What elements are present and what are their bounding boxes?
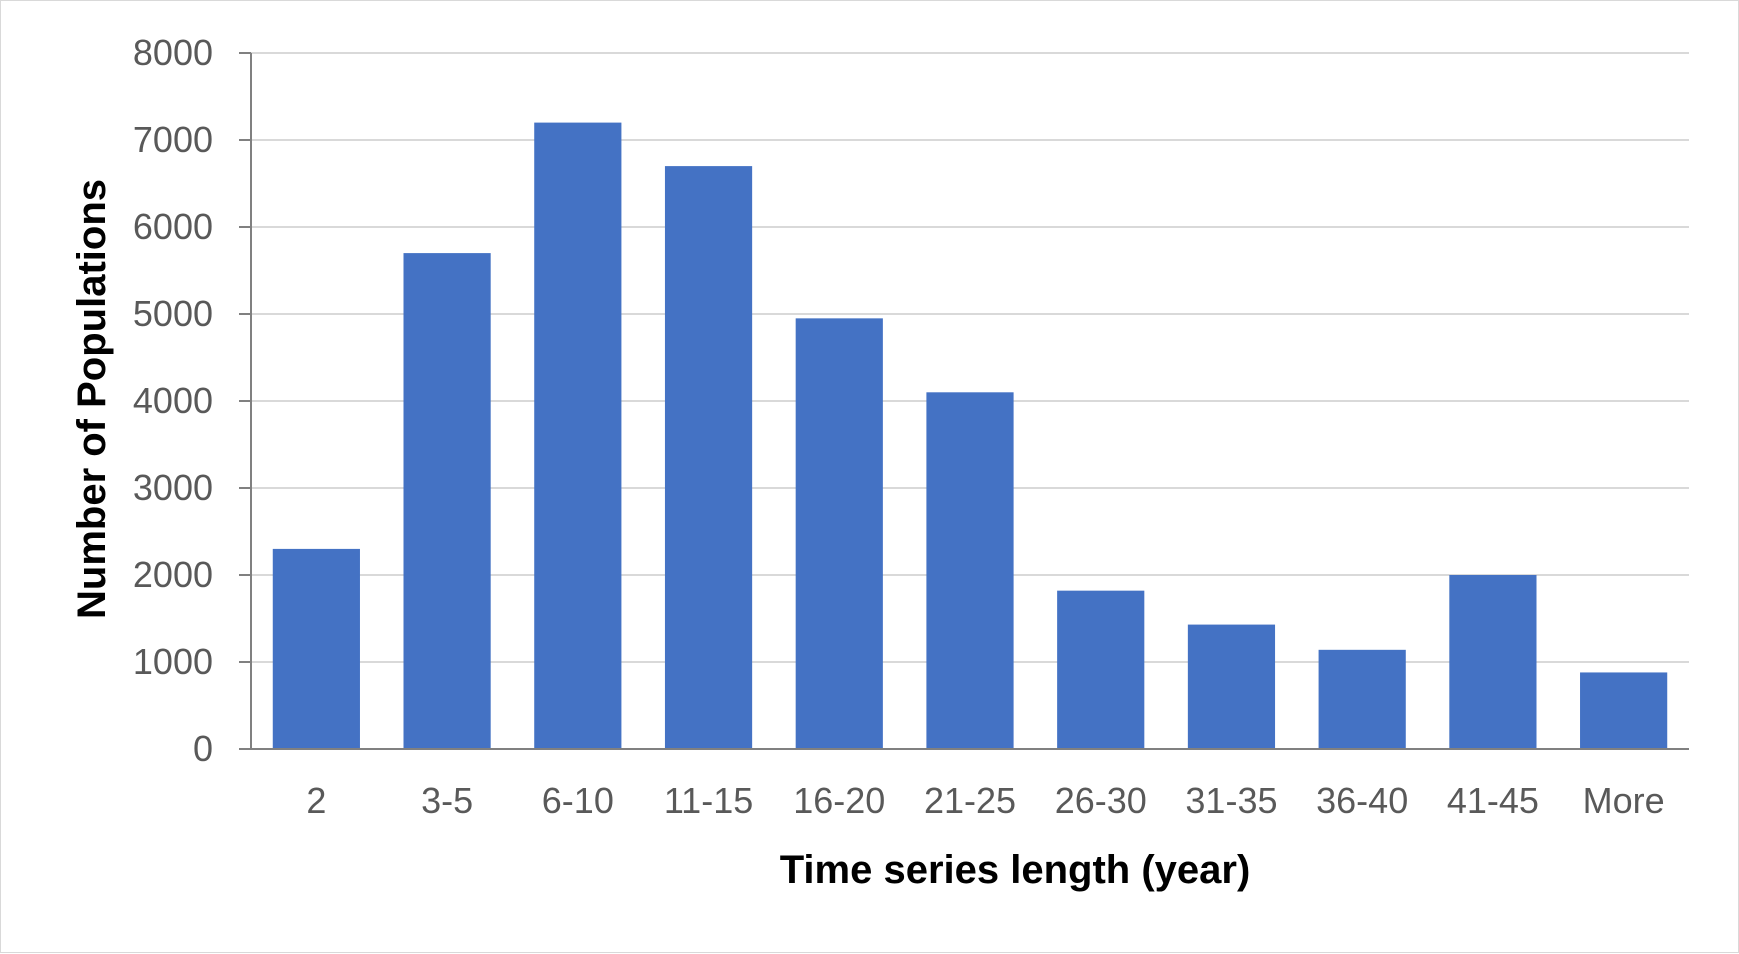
bars xyxy=(272,122,1668,750)
bar-16-20 xyxy=(795,318,883,749)
y-tick-label: 7000 xyxy=(133,119,213,160)
bar-2 xyxy=(272,548,360,749)
bar-21-25 xyxy=(926,392,1014,749)
x-axis-title: Time series length (year) xyxy=(780,848,1251,892)
y-tick-label: 0 xyxy=(193,728,213,769)
x-tick-label: More xyxy=(1583,780,1665,821)
x-tick-labels: 2 3-5 6-10 11-15 16-20 21-25 26-30 31-35 36-40 41… xyxy=(306,780,1664,821)
bar-6-10 xyxy=(534,122,622,750)
bar-36-40 xyxy=(1318,649,1406,749)
bar-3-5 xyxy=(403,253,491,749)
x-tick-label: 21-25 xyxy=(924,780,1016,821)
x-tick-label: 31-35 xyxy=(1185,780,1277,821)
y-tick-labels: 0 1000 2000 3000 4000 5000 6000 7000 8000 xyxy=(133,32,213,769)
x-tick-label: 6-10 xyxy=(542,780,614,821)
y-tick-label: 8000 xyxy=(133,32,213,73)
y-tick-label: 4000 xyxy=(133,380,213,421)
x-tick-label: 2 xyxy=(306,780,326,821)
x-tick-label: 16-20 xyxy=(793,780,885,821)
bar-26-30 xyxy=(1057,590,1145,749)
x-tick-label: 36-40 xyxy=(1316,780,1408,821)
y-tick-label: 5000 xyxy=(133,293,213,334)
x-tick-label: 3-5 xyxy=(421,780,473,821)
x-tick-label: 41-45 xyxy=(1447,780,1539,821)
bar-31-35 xyxy=(1187,624,1276,749)
y-tick-label: 3000 xyxy=(133,467,213,508)
x-tick-label: 11-15 xyxy=(664,780,753,821)
bar-More xyxy=(1580,672,1668,749)
bar-41-45 xyxy=(1449,575,1537,749)
axes xyxy=(250,53,1689,750)
y-tick-label: 6000 xyxy=(133,206,213,247)
y-tick-label: 1000 xyxy=(133,641,213,682)
bar-11-15 xyxy=(664,166,753,750)
y-axis-title: Number of Populations xyxy=(70,179,114,619)
x-tick-label: 26-30 xyxy=(1055,780,1147,821)
y-tick-label: 2000 xyxy=(133,554,213,595)
